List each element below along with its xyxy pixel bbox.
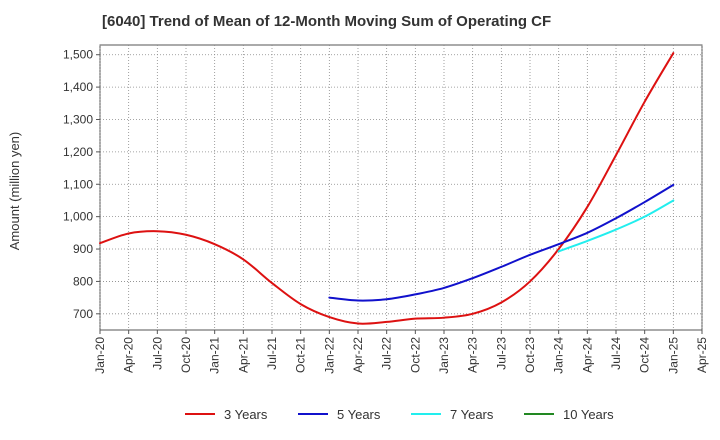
x-tick-label: Jan-20 [93, 337, 107, 374]
series-line-3-years [99, 52, 675, 325]
x-tick-label: Apr-23 [466, 337, 480, 373]
y-gridlines [100, 54, 702, 315]
legend-label: 3 Years [224, 407, 268, 422]
y-axis-ticks: 700 800 900 1,000 1,100 1,200 1,300 1,400 1,500 [63, 48, 100, 321]
legend-label: 7 Years [450, 407, 494, 422]
x-tick-label: Apr-25 [695, 337, 709, 373]
y-tick-label: 1,000 [63, 210, 93, 224]
chart-title: [6040] Trend of Mean of 12-Month Moving … [102, 13, 552, 30]
legend-label: 5 Years [337, 407, 381, 422]
x-tick-label: Jul-23 [494, 337, 508, 370]
y-axis-title: Amount (million yen) [7, 132, 22, 251]
y-tick-label: 1,200 [63, 145, 93, 159]
y-tick-label: 1,100 [63, 177, 93, 191]
x-tick-label: Jul-24 [609, 337, 623, 370]
series-line-5-years [328, 183, 675, 302]
legend-item-5-years: 5 Years [298, 407, 381, 422]
x-tick-label: Jan-25 [666, 337, 680, 374]
x-tick-label: Jan-23 [437, 337, 451, 374]
x-tick-label: Jul-22 [380, 337, 394, 370]
series-lines [99, 52, 675, 325]
y-tick-label: 1,500 [63, 48, 93, 62]
x-tick-label: Apr-24 [580, 337, 594, 373]
plot-area [99, 44, 703, 331]
x-tick-label: Oct-21 [294, 337, 308, 373]
x-tick-label: Apr-20 [122, 337, 136, 373]
y-tick-label: 700 [73, 307, 93, 321]
x-tick-label: Oct-20 [179, 337, 193, 373]
legend-item-3-years: 3 Years [185, 407, 268, 422]
x-tick-label: Jan-22 [322, 337, 336, 374]
x-tick-label: Oct-23 [523, 337, 537, 373]
x-tick-label: Oct-22 [408, 337, 422, 373]
legend: 3 Years 5 Years 7 Years 10 Years [185, 407, 614, 422]
x-tick-label: Jul-21 [265, 337, 279, 370]
x-tick-label: Apr-22 [351, 337, 365, 373]
y-tick-label: 1,300 [63, 112, 93, 126]
x-tick-label: Oct-24 [638, 337, 652, 373]
x-tick-label: Jul-20 [150, 337, 164, 370]
y-tick-label: 900 [73, 242, 93, 256]
series-line-7-years [557, 199, 675, 253]
legend-item-10-years: 10 Years [524, 407, 614, 422]
legend-label: 10 Years [563, 407, 614, 422]
y-tick-label: 800 [73, 274, 93, 288]
x-tick-label: Jan-24 [552, 337, 566, 374]
x-axis-ticks: Jan-20 Apr-20 Jul-20 Oct-20 Jan-21 Apr-21 Jul-… [93, 330, 709, 374]
x-tick-label: Jan-21 [208, 337, 222, 374]
x-tick-label: Apr-21 [236, 337, 250, 373]
y-tick-label: 1,400 [63, 80, 93, 94]
legend-item-7-years: 7 Years [411, 407, 494, 422]
